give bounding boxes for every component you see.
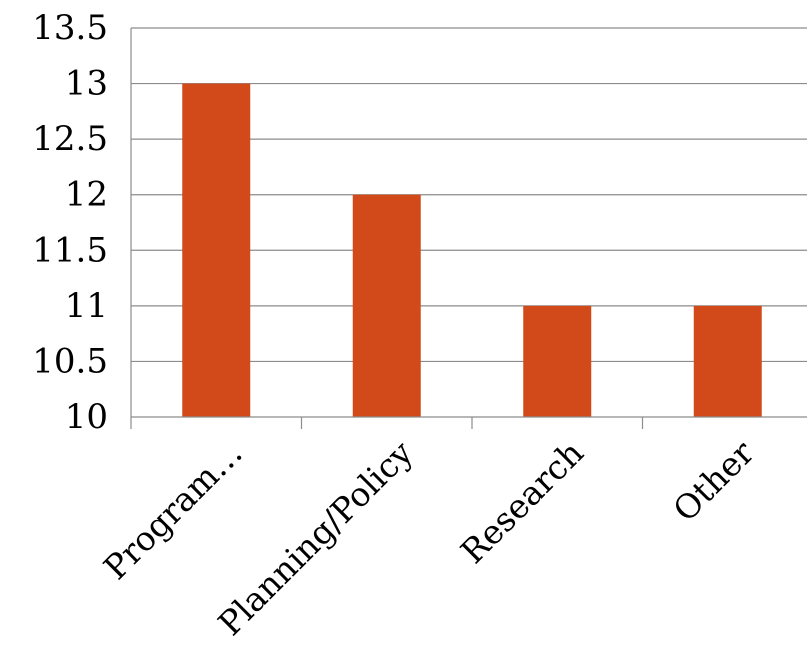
- x-tick-label: Other: [665, 433, 761, 529]
- y-tick-labels: 10 10.5 11 11.5 12 12.5 13 13.5: [32, 8, 108, 437]
- y-tick-label: 13: [65, 64, 108, 104]
- bars: [182, 83, 762, 418]
- x-tick-labels: Program…Planning/Policy Research Other: [96, 433, 762, 643]
- y-tick-label: 12: [65, 175, 108, 215]
- bar: [523, 305, 592, 417]
- y-tick-label: 12.5: [32, 119, 108, 159]
- x-tick-label: Program…: [96, 433, 250, 587]
- bar: [182, 83, 251, 418]
- y-tick-label: 10: [65, 397, 108, 437]
- y-tick-label: 11.5: [32, 230, 108, 270]
- y-tick-label: 11: [65, 286, 108, 326]
- y-tick-label: 10.5: [32, 341, 108, 381]
- x-tick-label: Research: [453, 433, 591, 571]
- axes: [130, 28, 807, 429]
- bar: [693, 305, 762, 417]
- y-tick-label: 13.5: [32, 8, 108, 48]
- bar: [352, 194, 421, 417]
